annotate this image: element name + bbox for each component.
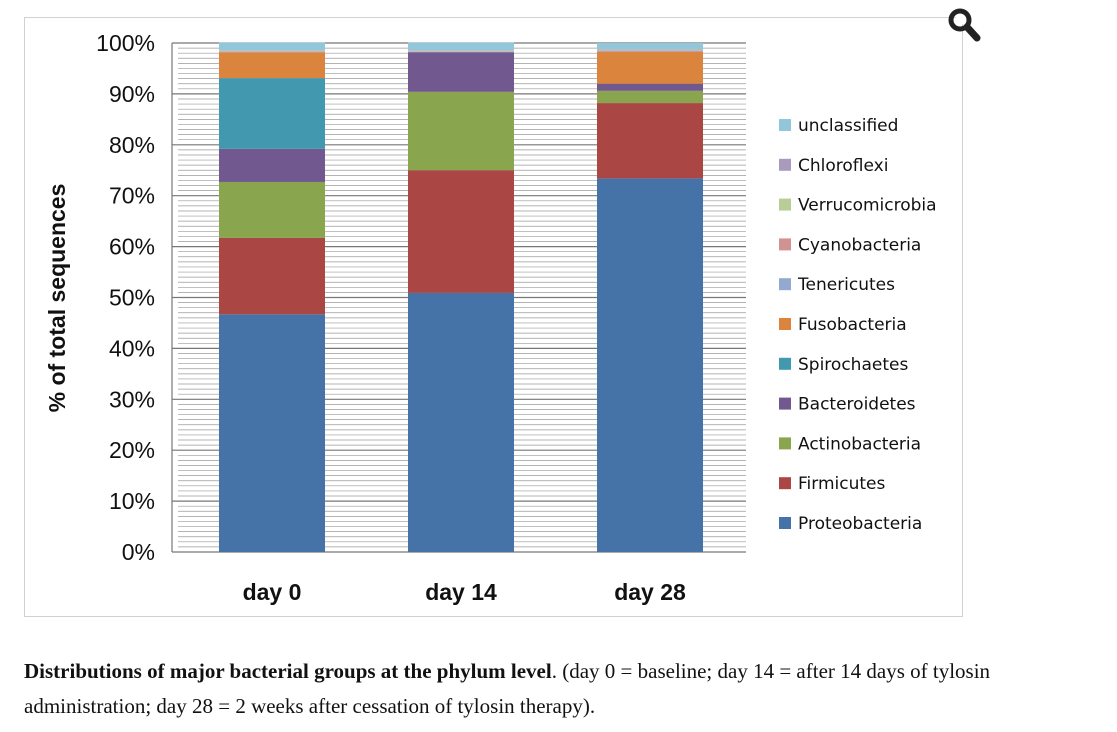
bar-segment-proteobacteria-day-28: [597, 178, 703, 553]
y-tick-label: 90%: [109, 81, 155, 107]
y-tick-label: 40%: [109, 335, 155, 361]
bar-segment-firmicutes-day-0: [219, 237, 325, 315]
y-tick-label: 0%: [122, 539, 155, 565]
bar-segment-spirochaetes-day-0: [219, 78, 325, 149]
bar-segment-actinobacteria-day-0: [219, 181, 325, 238]
x-axis-labels: day 0 day 14 day 28: [243, 579, 686, 605]
legend-label-proteobacteria: Proteobacteria: [798, 514, 922, 534]
legend-label-cyanobacteria: Cyanobacteria: [798, 235, 921, 255]
legend-swatch-fusobacteria: [779, 318, 791, 330]
bar-segment-tenericutes-day-28: [597, 50, 703, 52]
x-tick-label: day 14: [425, 579, 497, 605]
y-axis: 0% 10% 20% 30% 40% 50% 60% 70% 80% 90% 100%: [96, 30, 173, 565]
legend-label-spirochaetes: Spirochaetes: [798, 355, 908, 375]
bar-segment-cyanobacteria-day-14: [408, 51, 514, 52]
bar-segment-unclassified-day-28: [597, 43, 703, 50]
legend-label-unclassified: unclassified: [798, 116, 898, 136]
caption-title: Distributions of major bacterial groups …: [24, 659, 552, 683]
bar-segment-chloroflexi-day-14: [408, 50, 514, 51]
bar-segment-actinobacteria-day-14: [408, 91, 514, 171]
bar-segment-chloroflexi-day-0: [219, 50, 325, 51]
legend-swatch-spirochaetes: [779, 357, 791, 370]
legend-swatch-firmicutes: [779, 477, 791, 490]
y-tick-label: 60%: [109, 234, 155, 260]
bar-segment-firmicutes-day-14: [408, 170, 514, 293]
y-tick-label: 10%: [109, 488, 155, 514]
legend-swatch-proteobacteria: [779, 517, 791, 529]
bar-segment-verrucomicrobia-day-0: [219, 50, 325, 52]
bar-segment-cyanobacteria-day-28: [597, 50, 703, 51]
bar-segment-verrucomicrobia-day-14: [408, 50, 514, 52]
legend: unclassified Chloroflexi Verrucomicrobia Cy…: [779, 116, 937, 534]
legend-swatch-unclassified: [779, 119, 791, 131]
bar-segment-tenericutes-day-0: [219, 51, 325, 53]
bar-segment-fusobacteria-day-0: [219, 52, 325, 79]
legend-label-bacteroidetes: Bacteroidetes: [798, 395, 916, 415]
legend-label-chloroflexi: Chloroflexi: [798, 156, 888, 176]
bar-segment-cyanobacteria-day-0: [219, 51, 325, 52]
bar-segment-tenericutes-day-14: [408, 51, 514, 53]
legend-label-actinobacteria: Actinobacteria: [798, 434, 921, 454]
caption-text: . (day 0 = baseline; day 14 = after 14 d…: [24, 659, 991, 718]
legend-swatch-verrucomicrobia: [779, 198, 791, 211]
bar-segment-proteobacteria-day-14: [408, 292, 514, 552]
magnifier-icon[interactable]: [946, 6, 982, 44]
x-tick-label: day 0: [243, 579, 302, 605]
legend-label-firmicutes: Firmicutes: [798, 474, 885, 494]
legend-swatch-chloroflexi: [779, 158, 791, 171]
legend-swatch-cyanobacteria: [779, 238, 791, 251]
bar-segment-bacteroidetes-day-28: [597, 83, 703, 91]
bar-segment-unclassified-day-14: [408, 42, 514, 51]
bar-segment-unclassified-day-0: [219, 42, 325, 51]
y-tick-label: 70%: [109, 183, 155, 209]
bar-segment-chloroflexi-day-28: [597, 49, 703, 50]
bar-segment-bacteroidetes-day-14: [408, 52, 514, 92]
legend-swatch-tenericutes: [779, 278, 791, 291]
bar-segment-bacteroidetes-day-0: [219, 148, 325, 182]
y-axis-label: % of total sequences: [44, 184, 70, 413]
bar-segment-actinobacteria-day-28: [597, 90, 703, 104]
y-tick-label: 20%: [109, 437, 155, 463]
bar-segment-proteobacteria-day-0: [219, 314, 325, 552]
bar-segment-fusobacteria-day-28: [597, 51, 703, 84]
bar-segment-verrucomicrobia-day-28: [597, 49, 703, 51]
bars: [219, 42, 703, 553]
legend-swatch-actinobacteria: [779, 437, 791, 450]
y-tick-label: 50%: [109, 285, 155, 311]
figure-caption: Distributions of major bacterial groups …: [24, 654, 1114, 724]
legend-label-verrucomicrobia: Verrucomicrobia: [798, 196, 937, 216]
y-tick-label: 100%: [96, 30, 155, 56]
y-tick-label: 80%: [109, 132, 155, 158]
legend-swatch-bacteroidetes: [779, 397, 791, 410]
legend-label-fusobacteria: Fusobacteria: [798, 315, 907, 335]
x-tick-label: day 28: [614, 579, 686, 605]
bar-segment-firmicutes-day-28: [597, 103, 703, 179]
legend-label-tenericutes: Tenericutes: [797, 275, 895, 295]
y-tick-label: 30%: [109, 386, 155, 412]
